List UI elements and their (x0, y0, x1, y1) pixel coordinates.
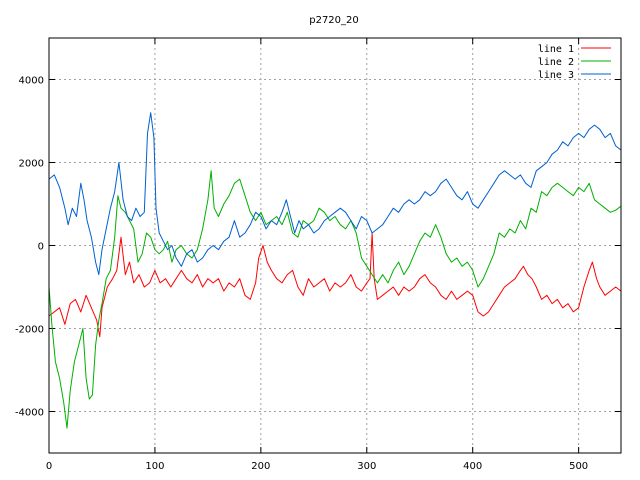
y-tick-label: -2000 (15, 325, 44, 336)
series-line-2 (48, 170, 622, 429)
x-tick-label: 500 (569, 461, 588, 472)
x-tick-label: 0 (46, 461, 52, 472)
x-tick-label: 400 (463, 461, 482, 472)
series-line-1 (48, 232, 622, 338)
legend-label-2: line 2 (538, 57, 574, 68)
x-tick-label: 200 (251, 461, 270, 472)
x-tick-label: 100 (145, 461, 164, 472)
y-tick-label: -4000 (15, 408, 44, 419)
legend-label-1: line 1 (538, 44, 574, 55)
y-tick-label: 2000 (19, 159, 44, 170)
chart-title: p2720_20 (309, 15, 359, 26)
series-line-3 (48, 112, 622, 276)
legend-label-3: line 3 (538, 70, 574, 81)
y-tick-label: 4000 (19, 76, 44, 87)
series-group (48, 112, 622, 429)
grid (49, 38, 621, 453)
axes: 0 100 200 300 400 500 -4000 -2000 0 2000 4000 (15, 38, 621, 472)
x-tick-label: 300 (357, 461, 376, 472)
plot-frame (48, 37, 622, 454)
y-tick-label: 0 (38, 242, 44, 253)
legend: line 1 line 2 line 3 (538, 44, 611, 81)
